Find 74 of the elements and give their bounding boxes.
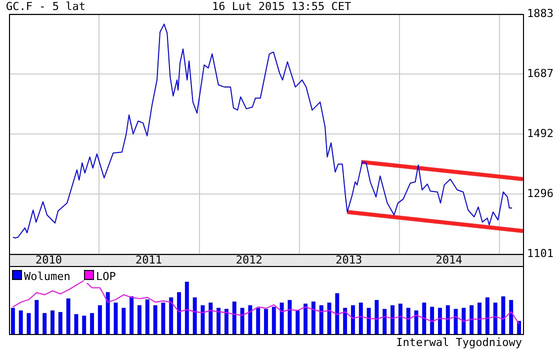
bar <box>169 297 174 334</box>
bar <box>382 308 387 334</box>
bar <box>224 308 228 334</box>
x-tick-label: 2013 <box>336 253 362 266</box>
bar <box>304 304 308 334</box>
bar <box>470 305 474 334</box>
y-tick-label: 1687 <box>527 67 554 80</box>
bar <box>208 302 213 334</box>
x-tick-label: 2011 <box>136 253 162 266</box>
bar <box>240 308 244 334</box>
x-tick-label: 2014 <box>436 253 463 266</box>
y-tick-label: 1883 <box>527 6 554 20</box>
chart-title: GC.F - 5 lat <box>6 0 86 13</box>
bar <box>478 302 482 334</box>
bar <box>509 300 514 334</box>
bar <box>272 306 276 334</box>
bar <box>232 302 236 334</box>
bar <box>358 302 363 334</box>
bar <box>296 310 300 334</box>
bar <box>248 305 252 334</box>
bar <box>406 308 410 334</box>
y-tick-label: 1101 <box>527 246 554 260</box>
bar <box>446 305 450 334</box>
bar <box>177 292 181 334</box>
bar <box>517 320 522 334</box>
bar <box>430 306 434 334</box>
y-tick-label: 1296 <box>527 187 554 200</box>
bar <box>462 308 466 334</box>
bar <box>216 308 221 334</box>
bar <box>106 292 110 334</box>
bar <box>138 305 142 334</box>
bar <box>18 310 23 334</box>
bar <box>58 312 62 334</box>
bar <box>82 316 86 334</box>
chart-subtitle: 16 Lut 2015 13:55 CET <box>212 0 352 13</box>
bar <box>145 299 150 334</box>
bar <box>184 282 189 334</box>
bar <box>454 308 458 334</box>
bar <box>390 305 394 334</box>
bar <box>98 305 102 334</box>
bar <box>161 302 166 334</box>
bar <box>311 302 316 334</box>
text: Interwal Tygodniowy <box>396 336 522 349</box>
bar <box>256 308 260 334</box>
bar <box>10 308 15 334</box>
bar <box>280 302 284 334</box>
bar <box>34 300 39 334</box>
bar <box>74 314 78 334</box>
bar <box>319 305 324 334</box>
bar <box>335 293 340 334</box>
legend-label: LOP <box>84 270 116 283</box>
x-tick-label: 2012 <box>236 253 262 266</box>
bar <box>288 300 292 334</box>
x-tick-label: 2010 <box>35 253 62 266</box>
bar <box>192 297 197 334</box>
bar <box>66 298 70 334</box>
bar <box>130 296 134 334</box>
bar <box>90 313 94 334</box>
bar <box>374 300 379 334</box>
bar <box>493 302 498 334</box>
bar <box>485 297 490 334</box>
bar <box>42 313 47 334</box>
bar <box>366 308 371 334</box>
y-tick-label: 1492 <box>527 126 554 140</box>
legend-label: Wolumen <box>12 270 70 283</box>
bar <box>422 302 426 334</box>
bar <box>343 308 348 334</box>
bar <box>351 305 355 334</box>
bar <box>50 310 54 334</box>
bar <box>398 304 402 334</box>
bar <box>122 308 126 334</box>
bar <box>153 305 158 334</box>
bar <box>438 308 442 334</box>
bar <box>264 308 268 334</box>
